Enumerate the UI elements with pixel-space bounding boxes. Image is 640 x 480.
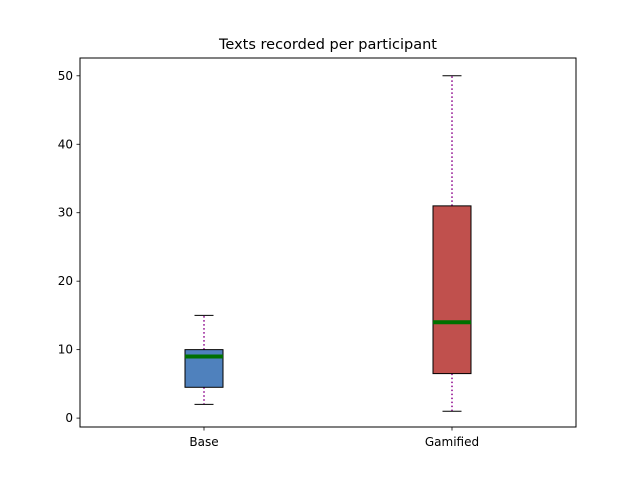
chart-title: Texts recorded per participant [218, 37, 437, 53]
y-tick-label: 30 [58, 206, 73, 220]
x-tick-label: Base [189, 435, 218, 449]
plot-marks [184, 75, 472, 412]
y-tick-label: 20 [58, 274, 73, 288]
y-tick-label: 10 [58, 343, 73, 357]
box-gamified [432, 75, 472, 412]
y-axis: 0 10 20 30 40 50 [58, 69, 80, 425]
y-tick-label: 0 [65, 411, 73, 425]
x-axis: Base Gamified [189, 427, 479, 449]
box-body [432, 205, 472, 375]
x-tick-label: Gamified [425, 435, 479, 449]
y-tick-label: 40 [58, 137, 73, 151]
box-base [184, 314, 224, 405]
plot-frame [79, 57, 577, 428]
y-tick-label: 50 [58, 69, 73, 83]
